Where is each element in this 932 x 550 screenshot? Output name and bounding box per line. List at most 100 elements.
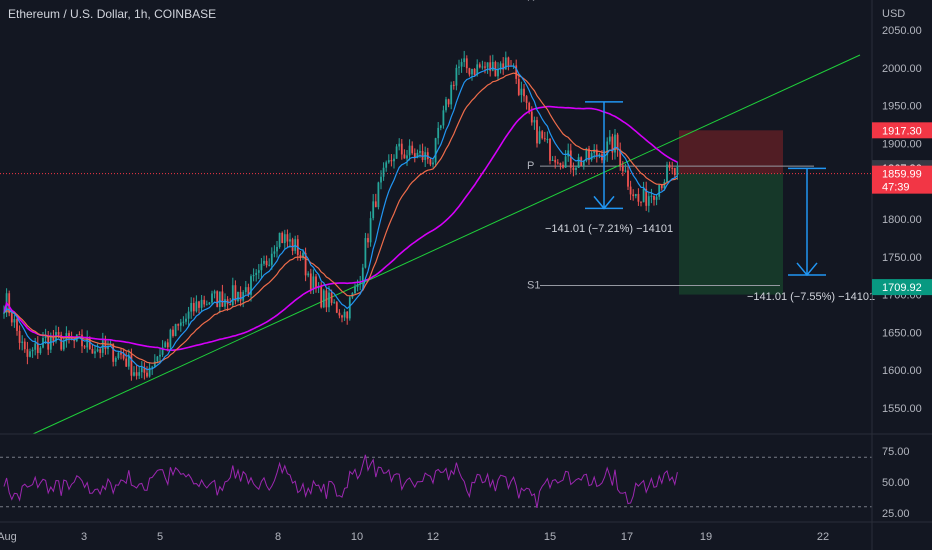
candle-body <box>291 239 294 251</box>
candle-body <box>374 201 377 208</box>
candle-body <box>29 351 31 357</box>
candle-body <box>533 120 536 123</box>
candle-body <box>348 297 351 319</box>
price-tick-label: 1800.00 <box>882 214 922 226</box>
candle-body <box>499 63 502 70</box>
candle-body <box>486 62 489 68</box>
candle-body <box>244 287 247 293</box>
candle-body <box>78 334 81 336</box>
price-tick-label: 1550.00 <box>882 403 922 415</box>
time-tick-label: 10 <box>351 531 363 543</box>
candle-body <box>473 68 476 75</box>
candle-body <box>239 291 242 301</box>
candle-body <box>242 292 245 301</box>
candle-body <box>572 167 575 170</box>
candle-body <box>634 193 637 197</box>
candle-body <box>122 354 125 359</box>
candle-body <box>359 281 362 285</box>
candle-body <box>562 164 564 168</box>
candle-body <box>231 285 234 306</box>
candle-body <box>530 111 533 123</box>
candle-body <box>419 150 421 153</box>
candle-body <box>556 162 559 164</box>
candle-body <box>302 252 304 258</box>
candle-body <box>135 372 138 376</box>
candle-body <box>283 234 286 244</box>
candle-body <box>164 342 167 348</box>
candle-body <box>81 334 83 347</box>
candle-body <box>205 304 208 306</box>
measure-1-label: −141.01 (−7.21%) −14101 <box>545 223 673 235</box>
rsi-tick-label: 50.00 <box>882 477 910 489</box>
candle-body <box>380 176 382 183</box>
candle-body <box>335 302 338 313</box>
candle-body <box>34 343 37 350</box>
candle-body <box>608 136 611 142</box>
price-tick-label: 1750.00 <box>882 252 922 264</box>
candle-body <box>286 234 289 242</box>
candle-body <box>671 167 674 169</box>
candle-body <box>624 170 627 172</box>
time-tick-label: 5 <box>157 531 163 543</box>
trade-zones <box>679 130 783 295</box>
candle-body <box>588 148 590 160</box>
candle-body <box>315 276 317 289</box>
ema-slow-line <box>3 72 678 364</box>
candle-body <box>211 293 213 303</box>
rsi-pane <box>0 433 932 508</box>
candle-body <box>268 264 271 266</box>
price-axis[interactable]: USD2050.002000.001950.001900.001850.0018… <box>871 0 932 550</box>
candle-body <box>434 138 437 163</box>
candle-body <box>94 351 96 354</box>
candle-body <box>541 131 544 139</box>
candle-body <box>442 110 445 126</box>
candle-body <box>403 154 406 159</box>
candle-body <box>590 153 593 160</box>
candle-body <box>481 66 484 68</box>
candle-body <box>658 184 661 197</box>
candle-body <box>320 286 323 308</box>
candle-body <box>68 333 70 339</box>
candle-body <box>601 154 603 161</box>
price-tick-label: 1950.00 <box>882 101 922 113</box>
candle-body <box>270 253 273 265</box>
candle-body <box>36 343 39 353</box>
candle-body <box>471 68 473 75</box>
candle-body <box>138 372 141 376</box>
candle-body <box>377 182 380 208</box>
candle-body <box>369 218 372 243</box>
candle-body <box>372 201 375 219</box>
price-tick-label: 1650.00 <box>882 327 922 339</box>
candle-body <box>666 164 668 182</box>
candle-body <box>307 273 310 276</box>
take-profit-zone <box>679 173 783 295</box>
candle-body <box>39 347 42 353</box>
candle-body <box>57 332 60 335</box>
candle-body <box>18 330 21 343</box>
candle-body <box>559 163 562 165</box>
candle-body <box>637 193 640 202</box>
candle-body <box>497 69 499 77</box>
candle-body <box>504 57 507 70</box>
annotations: −141.01 (−7.21%) −14101 −141.01 (−7.55%) … <box>545 101 875 303</box>
candle-body <box>281 232 284 244</box>
candle-body <box>289 239 291 242</box>
candle-body <box>192 303 195 312</box>
candle-body <box>166 342 169 348</box>
rsi-tick-label: 25.00 <box>882 508 910 520</box>
candle-body <box>408 145 411 156</box>
price-tag-countdown: 47:39 <box>882 182 910 194</box>
candle-body <box>148 367 151 377</box>
candle-body <box>364 238 367 268</box>
candle-body <box>221 291 224 307</box>
candle-body <box>203 299 206 305</box>
candle-body <box>400 143 403 155</box>
candle-body <box>3 312 5 314</box>
candle-body <box>229 304 232 306</box>
candle-body <box>627 170 629 187</box>
candle-body <box>653 195 655 200</box>
candle-body <box>330 292 333 303</box>
time-tick-label: 22 <box>817 531 829 543</box>
time-axis[interactable]: Aug 3 5 8 10 12 15 17 19 22 <box>0 521 932 543</box>
